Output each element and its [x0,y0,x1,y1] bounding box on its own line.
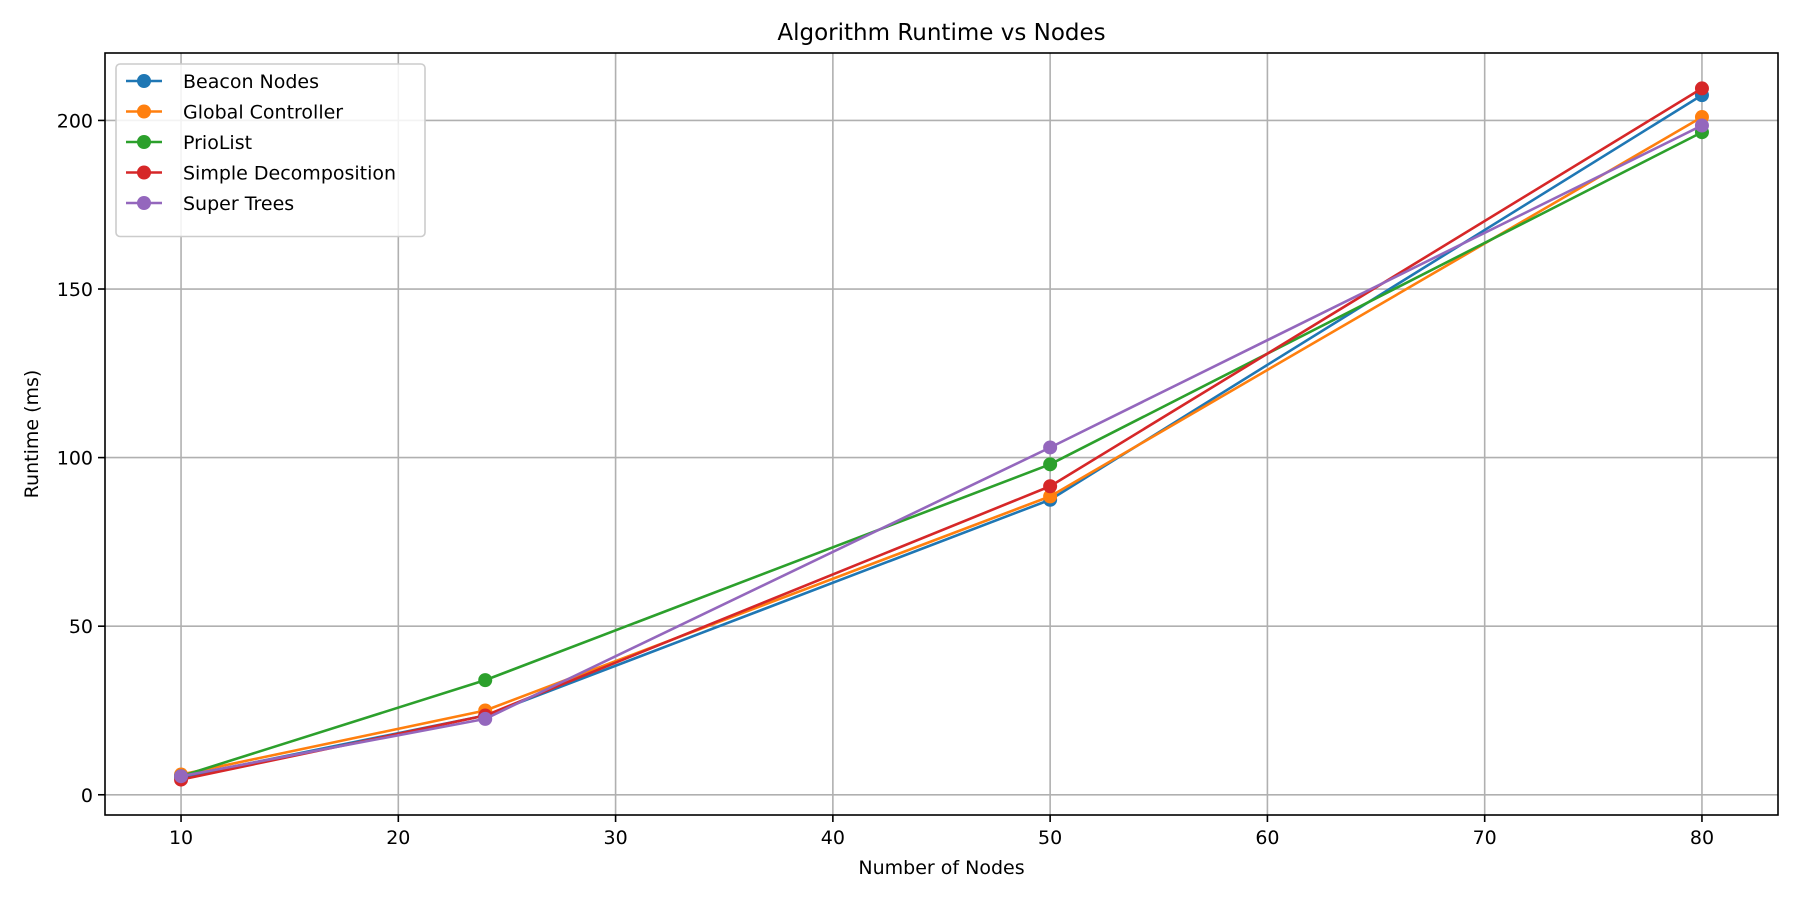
legend-item: Beacon Nodes [126,71,319,93]
legend: Beacon Nodes Global Controller PrioList Sim… [115,63,426,238]
legend-label: Super Trees [183,193,294,215]
series-layer [174,81,1709,787]
legend-label: Simple Decomposition [183,163,396,185]
legend-marker [137,196,151,210]
legend-item: Super Trees [126,193,294,215]
data-point [478,711,493,726]
x-tick-label: 30 [603,827,627,849]
grid [105,53,1778,815]
data-point [1694,118,1709,133]
ticks: 10 20 30 40 50 60 70 80 0 50 100 150 200 [57,110,1714,849]
y-axis-label: Runtime (ms) [21,370,43,499]
legend-item: PrioList [126,132,252,154]
chart-title: Algorithm Runtime vs Nodes [777,20,1105,46]
x-tick-label: 50 [1038,827,1062,849]
legend-item: Simple Decomposition [126,163,396,185]
x-tick-label: 70 [1473,827,1497,849]
plot-frame [104,52,1779,816]
x-tick-label: 20 [386,827,410,849]
data-point [1043,479,1058,494]
y-tick-label: 200 [57,110,93,132]
data-point [1043,440,1058,455]
series-line [180,131,1703,778]
legend-item: Global Controller [126,102,343,124]
x-axis-label: Number of Nodes [858,857,1024,879]
series-line [180,124,1703,778]
y-tick-label: 0 [81,785,93,807]
legend-marker [137,74,151,88]
data-point [1043,489,1058,504]
legend-box [115,63,426,238]
legend-marker [137,135,151,149]
x-tick-label: 10 [169,827,193,849]
legend-label: Beacon Nodes [183,71,319,93]
data-point [1694,81,1709,96]
data-point [1043,457,1058,472]
legend-label: Global Controller [183,102,343,124]
x-tick-label: 60 [1255,827,1279,849]
legend-label: PrioList [183,132,252,154]
y-tick-label: 100 [57,448,93,470]
legend-marker [137,165,151,180]
data-point [174,769,189,784]
data-point [478,673,493,688]
y-tick-label: 50 [69,616,93,638]
x-tick-label: 80 [1690,827,1714,849]
series-line [180,115,1703,776]
series-super-trees [174,118,1709,784]
y-tick-label: 150 [57,279,93,301]
legend-marker [137,104,151,119]
x-tick-label: 40 [821,827,845,849]
